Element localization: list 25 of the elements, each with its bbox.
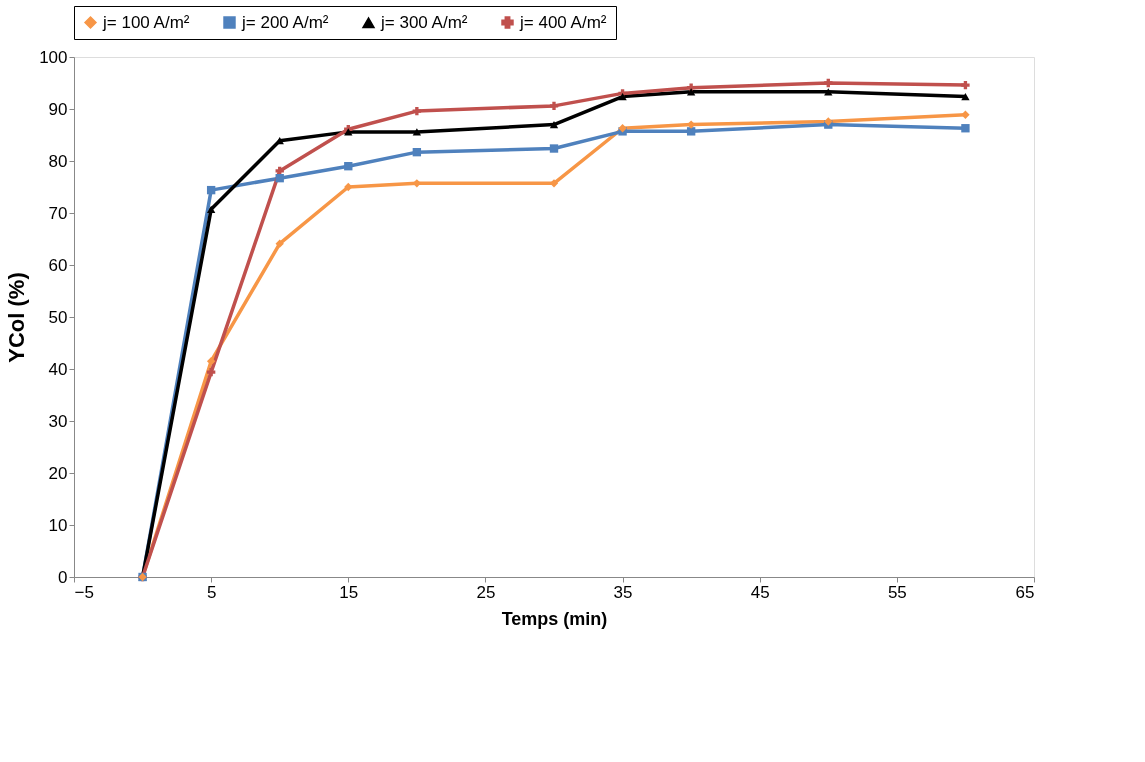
legend-label: j= 300 A/m²	[380, 12, 468, 32]
legend-label: j= 200 A/m²	[241, 12, 329, 32]
y-tick-label: 80	[48, 151, 68, 171]
x-tick-label: 45	[750, 582, 770, 602]
y-tick-label: 60	[48, 255, 68, 275]
y-axis-title: YCol (%)	[4, 272, 30, 363]
y-tick-label: 50	[48, 307, 68, 327]
x-tick-label: 65	[1015, 582, 1035, 602]
y-tick-label: 40	[48, 359, 68, 379]
x-tick-label: −5	[74, 582, 94, 602]
y-tick-label: 20	[48, 463, 68, 483]
y-tick-label: 10	[48, 515, 68, 535]
x-axis-title: Temps (min)	[501, 608, 608, 629]
x-tick-label: 35	[613, 582, 633, 602]
x-tick-label: 15	[339, 582, 359, 602]
x-tick-label: 5	[206, 582, 217, 602]
y-tick-label: 70	[48, 203, 68, 223]
x-tick-label: 25	[476, 582, 496, 602]
y-tick-label: 0	[58, 567, 68, 587]
legend-label: j= 100 A/m²	[102, 12, 190, 32]
x-tick-label: 55	[887, 582, 907, 602]
y-tick-label: 90	[48, 99, 68, 119]
y-tick-label: 30	[48, 411, 68, 431]
y-tick-label: 100	[39, 47, 68, 67]
legend-label: j= 400 A/m²	[519, 12, 607, 32]
